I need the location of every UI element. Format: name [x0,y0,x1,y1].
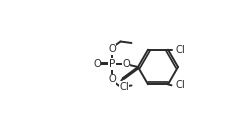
Text: O: O [108,44,115,54]
Text: O: O [108,74,115,84]
Text: Cl: Cl [175,45,185,55]
Text: P: P [108,59,115,69]
Text: O: O [93,59,100,69]
Text: O: O [122,59,129,69]
Text: Cl: Cl [174,80,184,90]
Text: Cl: Cl [119,82,128,92]
